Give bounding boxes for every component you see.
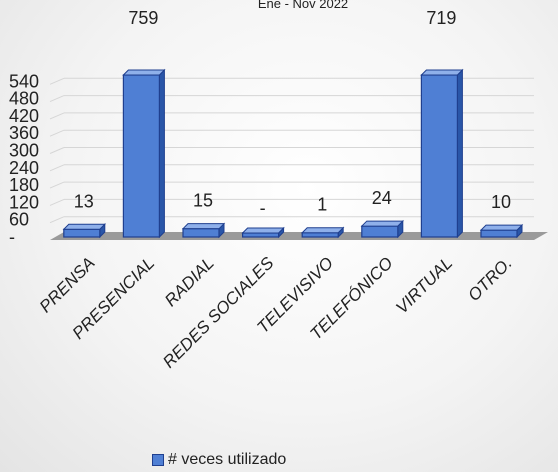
bar-redes-sociales [241, 226, 285, 239]
category-label: PRENSA [36, 253, 99, 316]
legend: # veces utilizado [152, 451, 286, 469]
data-labels: 13 759 15 - 1 24 719 10 [74, 8, 511, 218]
chart-subtitle: Ene - Nov 2022 [258, 0, 348, 11]
y-tick-label: 540 [9, 71, 39, 91]
data-label: 719 [426, 8, 456, 28]
bars [62, 68, 524, 239]
category-label: RADIAL [161, 253, 218, 310]
bar-front [480, 229, 518, 238]
gridline-side [49, 164, 65, 172]
gridline-side [49, 147, 65, 154]
bar-otro- [479, 223, 524, 239]
y-tick-label: 300 [9, 141, 39, 161]
bar-top [360, 220, 405, 227]
bar-front [301, 232, 339, 238]
category-label: VIRTUAL [392, 253, 456, 317]
y-tick-label: 240 [9, 158, 39, 178]
bar-front [122, 74, 161, 238]
bar-top [122, 69, 166, 76]
bar-telef-nico [360, 219, 405, 239]
y-tick-label: 480 [9, 89, 39, 109]
bar-side [158, 68, 165, 239]
bar-virtual [420, 68, 464, 239]
gridline-side [49, 129, 65, 137]
bar-top [62, 223, 107, 230]
legend-label: # veces utilizado [168, 451, 287, 468]
y-tick-label: 360 [9, 123, 39, 143]
bar-top [479, 224, 524, 231]
y-tick-label: 420 [9, 106, 39, 126]
category-label: OTRO. [464, 253, 516, 305]
bar-side [456, 68, 463, 239]
bar-prensa [62, 223, 107, 239]
legend-swatch [152, 454, 164, 466]
bar-top [300, 227, 345, 234]
data-label: 759 [128, 8, 158, 28]
bar-radial [181, 222, 226, 239]
gridline-side [49, 112, 65, 120]
y-tick-label: - [9, 227, 15, 247]
data-label: 13 [74, 191, 94, 211]
data-label: - [260, 198, 266, 218]
bar-front [242, 232, 280, 238]
bar-televisivo [300, 226, 345, 239]
bar-front [63, 228, 101, 238]
bar-front [361, 225, 399, 238]
bar-front [182, 228, 220, 238]
bar-front [420, 74, 458, 238]
gridline-side [49, 198, 65, 206]
y-tick-label: 180 [9, 175, 39, 195]
data-label: 24 [372, 188, 392, 208]
y-tick-label: 60 [9, 210, 29, 230]
data-label: 15 [193, 191, 213, 211]
gridline-side [49, 216, 65, 224]
gridline-side [49, 77, 65, 85]
bar-top [241, 227, 285, 234]
category-label: REDES SOCIALES [159, 253, 278, 372]
bar-top [420, 69, 464, 76]
bar-presencial [122, 68, 166, 239]
data-label: 1 [317, 195, 327, 215]
data-label: 10 [491, 192, 511, 212]
gridline-side [49, 181, 65, 189]
gridline-side [49, 95, 65, 103]
y-tick-label: 120 [9, 192, 39, 212]
bar-top [181, 223, 226, 230]
